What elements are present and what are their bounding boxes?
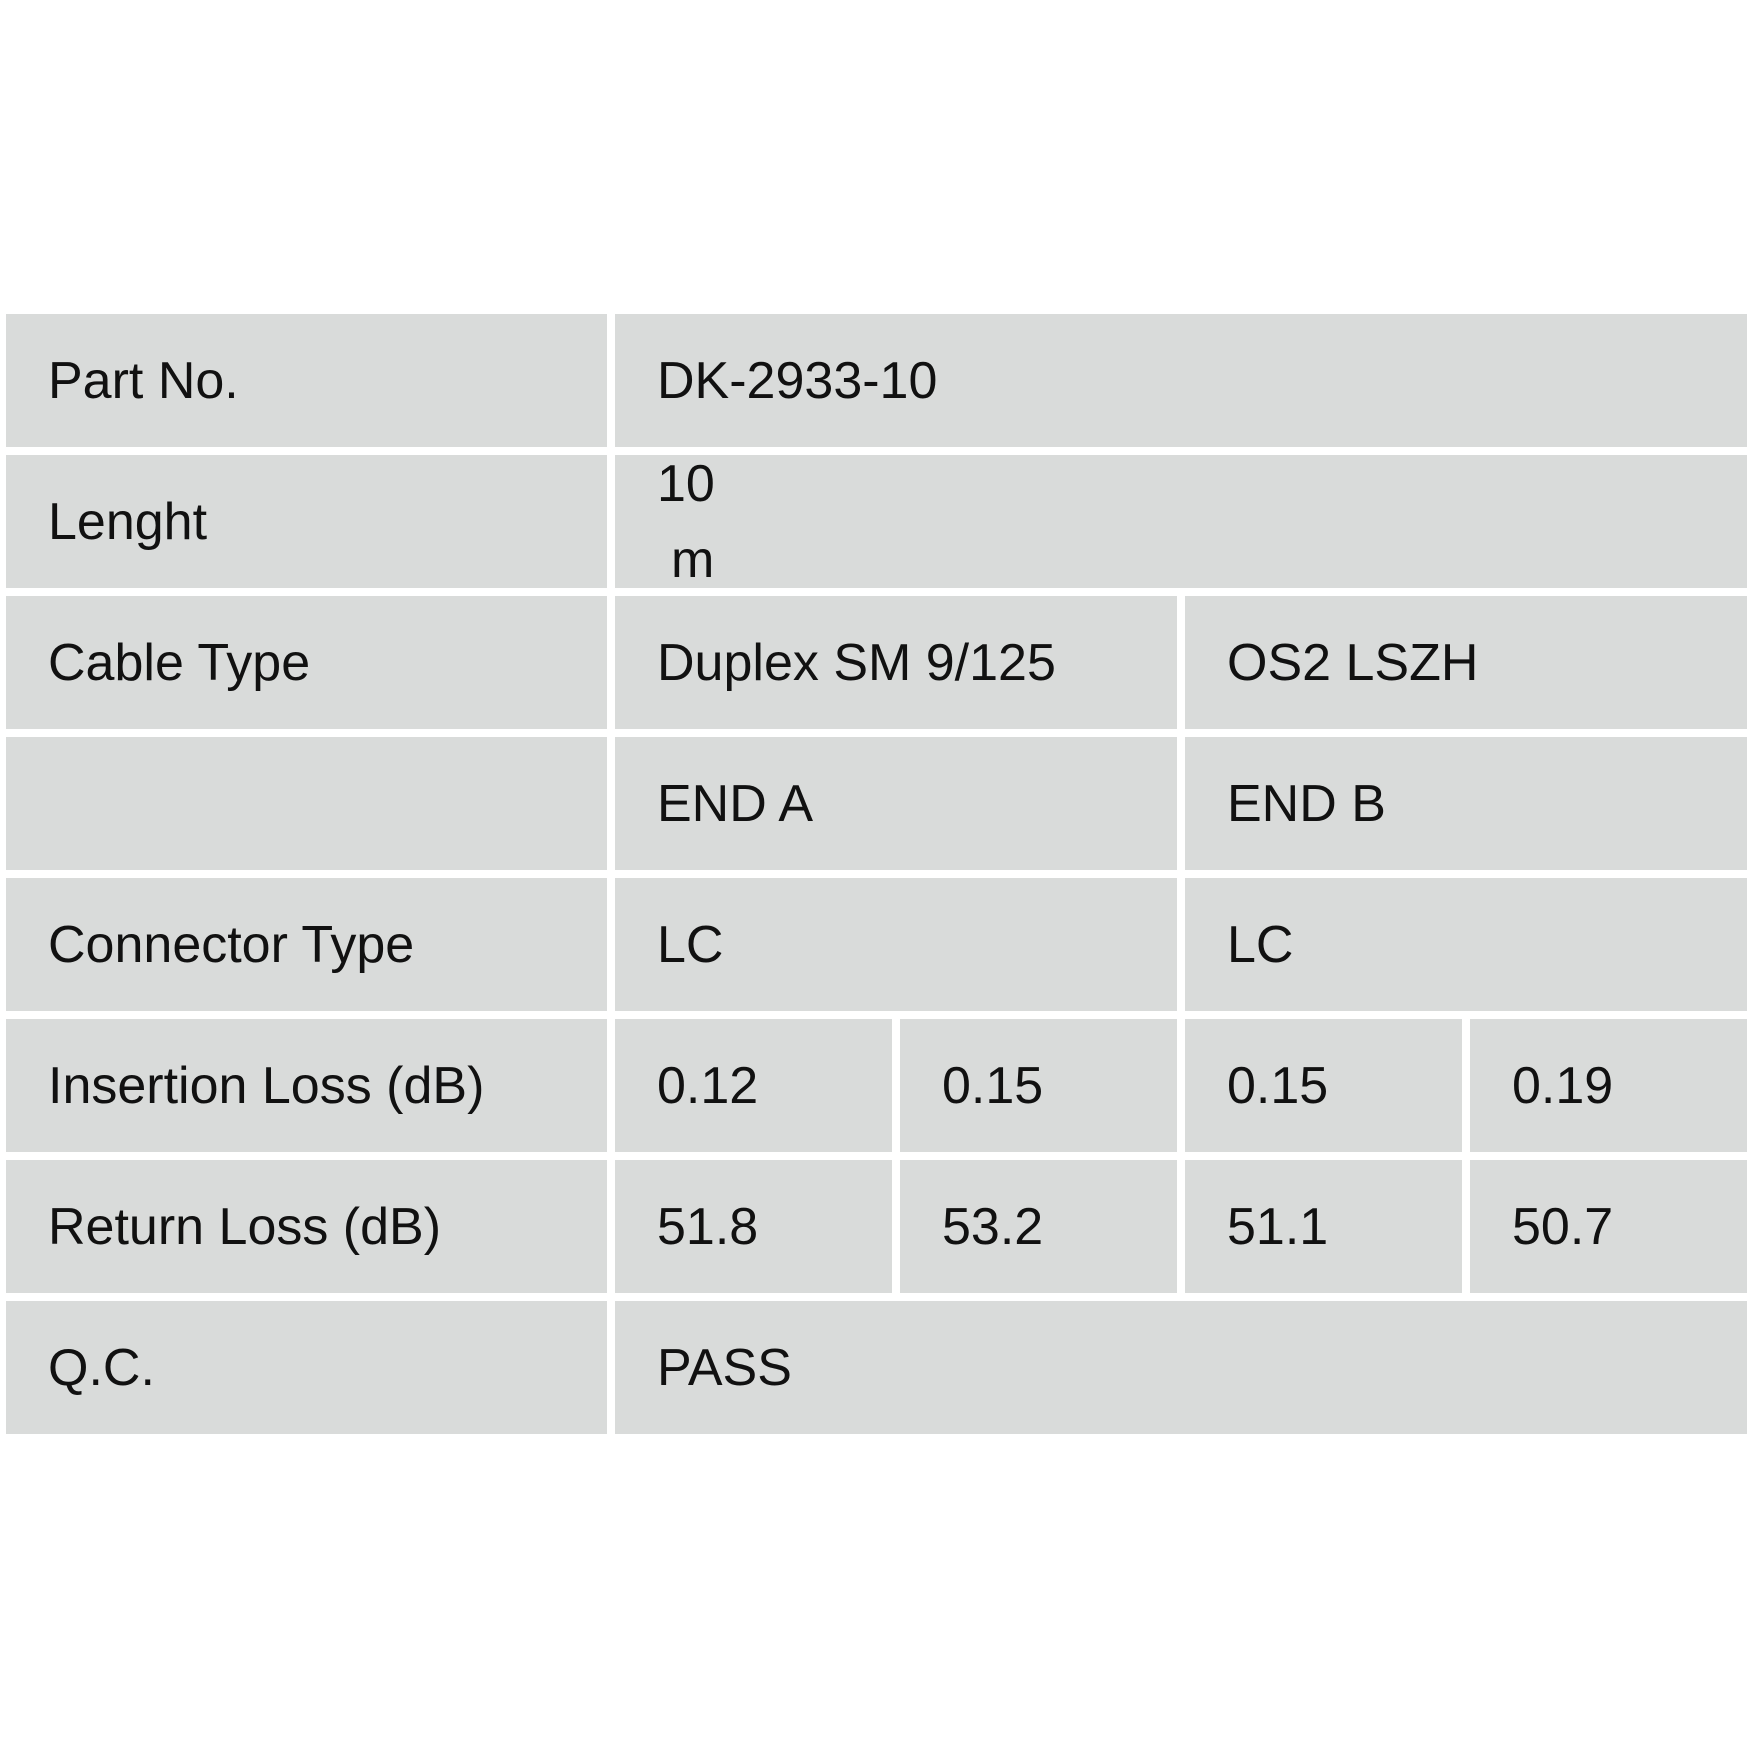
test-report-table: Part No. DK-2933-10 Lenght 10 m Cable Ty… (6, 314, 1747, 1434)
insertion-loss-value: 0.15 (1185, 1019, 1462, 1152)
end-b-header: END B (1185, 737, 1747, 870)
return-loss-value: 51.1 (1185, 1160, 1462, 1293)
qc-value: PASS (615, 1301, 1747, 1434)
cable-type-a: Duplex SM 9/125 (615, 596, 1177, 729)
connector-end-a: LC (615, 878, 1177, 1011)
part-no-label: Part No. (6, 314, 607, 447)
insertion-loss-label: Insertion Loss (dB) (6, 1019, 607, 1152)
return-loss-label: Return Loss (dB) (6, 1160, 607, 1293)
length-value: 10 m (615, 455, 1747, 589)
insertion-loss-value: 0.12 (615, 1019, 892, 1152)
length-unit: m (671, 530, 715, 589)
length-number: 10 (657, 454, 715, 513)
cable-type-label: Cable Type (6, 596, 607, 729)
return-loss-value: 50.7 (1470, 1160, 1747, 1293)
part-no-value: DK-2933-10 (615, 314, 1747, 447)
qc-label: Q.C. (6, 1301, 607, 1434)
return-loss-value: 51.8 (615, 1160, 892, 1293)
return-loss-value: 53.2 (900, 1160, 1177, 1293)
insertion-loss-value: 0.15 (900, 1019, 1177, 1152)
connector-end-b: LC (1185, 878, 1747, 1011)
end-a-header: END A (615, 737, 1177, 870)
insertion-loss-value: 0.19 (1470, 1019, 1747, 1152)
ends-label (6, 737, 607, 870)
cable-type-b: OS2 LSZH (1185, 596, 1747, 729)
connector-type-label: Connector Type (6, 878, 607, 1011)
length-label: Lenght (6, 455, 607, 588)
